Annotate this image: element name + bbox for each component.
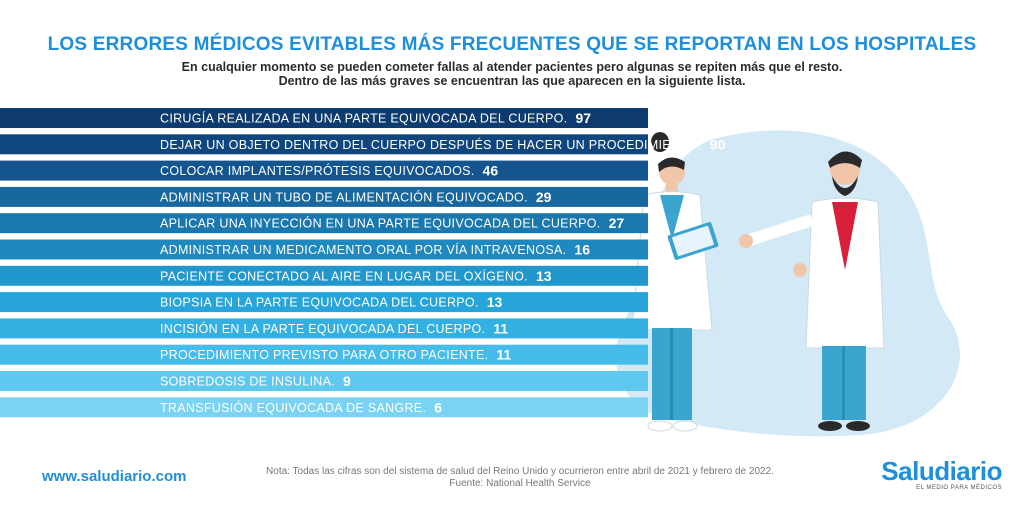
subtitle-line-1: En cualquier momento se pueden cometer f… (181, 60, 843, 74)
bar-label-11: SOBREDOSIS DE INSULINA. (160, 375, 335, 389)
website-link[interactable]: www.saludiario.com (42, 468, 187, 485)
bar-11 (0, 371, 648, 391)
bar-10 (0, 344, 648, 365)
doctors-illustration (615, 130, 960, 437)
bar-label-6: ADMINISTRAR UN MEDICAMENTO ORAL POR VÍA … (160, 242, 566, 257)
bar-value-10: 11 (496, 347, 511, 363)
bar-1 (0, 108, 648, 128)
bar-value-11: 9 (343, 373, 351, 389)
bar-6 (0, 239, 648, 260)
bar-value-3: 46 (483, 163, 499, 179)
logo-tagline: EL MEDIO PARA MÉDICOS (916, 485, 1002, 491)
page-title: LOS ERRORES MÉDICOS EVITABLES MÁS FRECUE… (47, 34, 977, 55)
bar-label-7: PACIENTE CONECTADO AL AIRE EN LUGAR DEL … (160, 268, 528, 283)
bar-5 (0, 213, 648, 234)
bar-4 (0, 186, 648, 207)
footnote-note: Nota: Todas las cifras son del sistema d… (266, 466, 774, 477)
bar-2 (0, 134, 648, 155)
subtitle-line-2: Dentro de las más graves se encuentran l… (278, 74, 746, 88)
bar-value-7: 13 (536, 268, 552, 284)
bar-9 (0, 318, 648, 339)
bar-3 (0, 160, 648, 181)
bar-label-10: PROCEDIMIENTO PREVISTO PARA OTRO PACIENT… (160, 348, 488, 362)
bar-8 (0, 292, 648, 313)
footnote-source: Fuente: National Health Service (449, 478, 591, 489)
bar-label-8: BIOPSIA EN LA PARTE EQUIVOCADA DEL CUERP… (160, 296, 479, 310)
bar-value-4: 29 (536, 189, 552, 205)
logo-wordmark: Saludiario (881, 456, 1002, 486)
bar-label-5: APLICAR UNA INYECCIÓN EN UNA PARTE EQUIV… (160, 216, 601, 231)
female-doctor-figure (631, 132, 719, 432)
bar-7 (0, 265, 648, 286)
bar-value-1: 97 (575, 110, 591, 126)
bar-label-9: INCISIÓN EN LA PARTE EQUIVOCADA DEL CUER… (160, 321, 485, 336)
bar-label-3: COLOCAR IMPLANTES/PRÓTESIS EQUIVOCADOS. (160, 163, 475, 178)
bar-label-2: DEJAR UN OBJETO DENTRO DEL CUERPO DESPUÉ… (160, 137, 702, 152)
bar-value-8: 13 (487, 294, 503, 310)
bar-label-12: TRANSFUSIÓN EQUIVOCADA DE SANGRE. (160, 400, 426, 415)
bar-value-12: 6 (434, 399, 442, 415)
bar-value-6: 16 (574, 242, 590, 258)
brand-logo[interactable]: Saludiario EL MEDIO PARA MÉDICOS (881, 458, 1002, 491)
footnote: Nota: Todas las cifras son del sistema d… (230, 466, 810, 490)
bar-value-9: 11 (493, 320, 508, 336)
page-subtitle: En cualquier momento se pueden cometer f… (0, 60, 1024, 88)
bar-label-4: ADMINISTRAR UN TUBO DE ALIMENTACIÓN EQUI… (160, 189, 528, 204)
bar-value-5: 27 (609, 215, 625, 231)
bar-label-1: CIRUGÍA REALIZADA EN UNA PARTE EQUIVOCAD… (160, 111, 567, 126)
bar-value-2: 90 (710, 136, 726, 152)
male-doctor-figure (739, 151, 885, 431)
bar-12 (0, 397, 648, 418)
